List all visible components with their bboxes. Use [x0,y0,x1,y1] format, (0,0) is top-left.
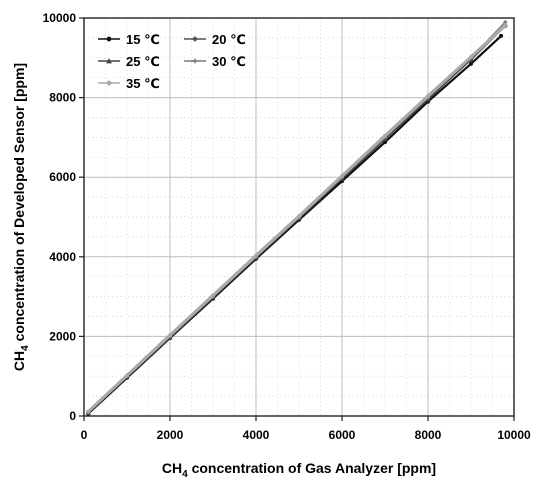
y-tick-label: 4000 [49,250,76,264]
series-point [340,174,344,179]
series-layer [85,19,508,416]
series-point [125,373,129,378]
legend-label: 15 ℃ [126,32,160,47]
y-tick-label: 10000 [43,11,77,25]
legend-label: 20 ℃ [212,32,246,47]
x-tick-label: 6000 [329,428,356,442]
x-tick-label: 2000 [157,428,184,442]
series-point [469,61,473,66]
legend-item: 25 ℃ [98,54,160,69]
series-point [426,94,430,99]
series-group [86,23,508,414]
y-tick-label: 6000 [49,170,76,184]
y-axis-ticks: 0 2000 4000 6000 8000 10000 [43,11,84,423]
series-point [503,23,508,28]
legend-item: 35 ℃ [98,76,160,91]
series-point [254,253,258,258]
x-tick-label: 0 [81,428,88,442]
series-point [106,36,112,42]
y-tick-label: 0 [69,409,76,423]
legend-label: 35 ℃ [126,76,160,91]
x-axis-ticks: 0 2000 4000 6000 8000 10000 [81,416,531,442]
major-grid [84,18,514,416]
y-tick-label: 2000 [49,329,76,343]
series-point [383,140,387,145]
series-point [192,58,198,64]
series-point [106,58,112,64]
series-point [469,55,473,60]
legend-item: 20 ℃ [184,32,246,47]
series-point [383,133,387,138]
legend-label: 25 ℃ [126,54,160,69]
series-point [211,293,215,298]
x-axis-title: CH4 concentration of Gas Analyzer [ppm] [162,460,436,480]
series-point [86,409,91,414]
series-point [499,33,504,38]
series-point [192,36,198,42]
x-tick-label: 10000 [497,428,531,442]
series-point [168,333,172,338]
legend-item: 30 ℃ [184,54,246,69]
legend: 15 ℃ 20 ℃ 25 ℃ 30 ℃ 35 ℃ [98,32,246,91]
x-tick-label: 4000 [243,428,270,442]
series-point [297,214,301,219]
legend-item: 15 ℃ [98,32,160,47]
series-point [106,80,112,86]
x-tick-label: 8000 [415,428,442,442]
y-axis-title: CH4 concentration of Developed Sensor [p… [11,63,31,371]
y-tick-label: 8000 [49,91,76,105]
legend-label: 30 ℃ [212,54,246,69]
plot-frame [83,17,515,417]
